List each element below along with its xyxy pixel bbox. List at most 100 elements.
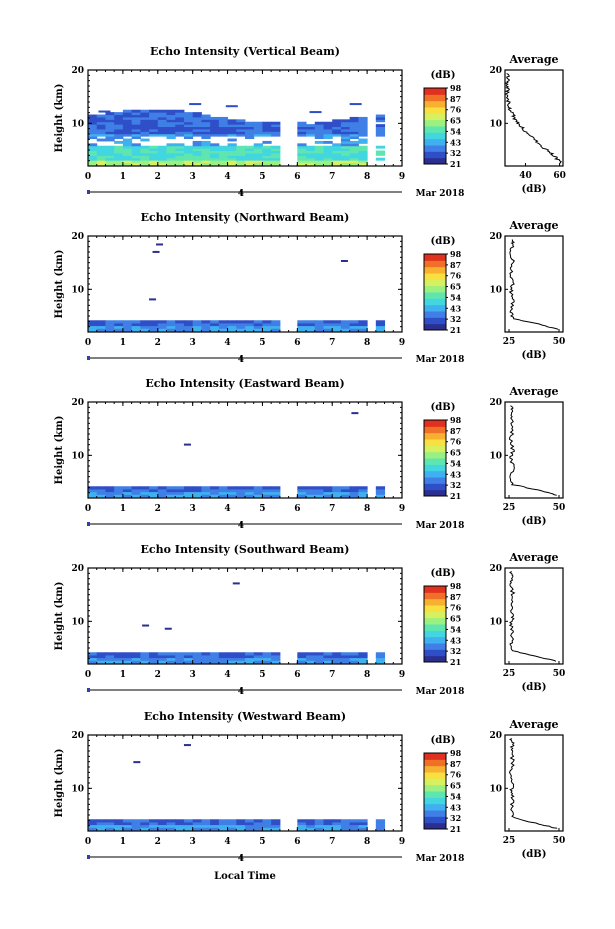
echo-cell (210, 652, 220, 656)
x-tick-label: 2 (155, 837, 161, 847)
echo-cell (323, 136, 333, 140)
colorbar-swatch (424, 148, 446, 152)
echo-cell (262, 819, 272, 823)
echo-cell (166, 150, 176, 154)
x-tick-label: 0 (85, 837, 91, 847)
colorbar-swatch (424, 794, 446, 798)
colorbar-swatch (424, 608, 446, 612)
echo-cell (297, 824, 307, 828)
date-axis-marker (87, 688, 90, 692)
echo-cell (245, 320, 255, 324)
echo-cell (271, 155, 281, 159)
echo-cell (306, 488, 316, 493)
echo-cell (96, 827, 106, 831)
echo-cell (157, 827, 167, 831)
echo-cell (183, 133, 194, 137)
echo-cell (175, 660, 185, 664)
echo-cell (332, 128, 342, 132)
echo-cell (253, 328, 263, 332)
echo-cell (157, 494, 167, 498)
echo-cell (175, 150, 185, 154)
echo-cell (323, 494, 333, 498)
echo-cell (262, 827, 272, 831)
echo-cell (218, 162, 229, 166)
echo-cell (358, 116, 368, 120)
echo-cell (271, 121, 281, 125)
echo-cell (349, 162, 359, 166)
echo-cell (210, 124, 220, 128)
echo-cell (96, 133, 106, 137)
echo-cell (183, 824, 194, 828)
echo-cell (227, 821, 237, 826)
colorbar-swatch (424, 477, 446, 481)
average-x-tick-label: 50 (553, 669, 566, 679)
x-tick-label: 7 (329, 670, 335, 680)
echo-cell (262, 824, 272, 828)
echo-cell (375, 328, 386, 332)
colorbar-swatch (424, 103, 446, 108)
echo-cell (149, 116, 159, 120)
echo-cell (262, 145, 272, 149)
echo-cell (236, 488, 246, 493)
colorbar-title: (dB) (431, 70, 456, 81)
echo-cell (96, 155, 106, 159)
echo-cell (340, 824, 351, 828)
echo-cell (245, 148, 255, 152)
echo-cell (122, 119, 133, 123)
average-frame (504, 401, 564, 499)
echo-cell (192, 827, 202, 831)
echo-cell (183, 155, 194, 159)
echo-cell (131, 128, 141, 132)
echo-cell (306, 128, 316, 132)
echo-cell (236, 121, 246, 125)
echo-cell (105, 486, 115, 490)
x-tick-label: 2 (155, 172, 161, 182)
echo-cell (271, 320, 281, 324)
colorbar-swatch (424, 605, 446, 609)
echo-cell (271, 145, 281, 149)
colorbar-swatch (424, 655, 446, 660)
echo-cell (140, 150, 150, 154)
echo-cell (297, 488, 307, 493)
y-tick-label: 20 (71, 66, 84, 76)
echo-cell (149, 124, 159, 128)
echo-cell (375, 325, 386, 329)
colorbar-tick-label: 87 (450, 94, 461, 104)
colorbar-tick-label: 21 (450, 159, 461, 169)
echo-cell (192, 491, 202, 495)
echo-cell (105, 116, 115, 120)
average-x-tick-label: 25 (503, 503, 516, 513)
echo-cell (218, 133, 229, 137)
echo-cell (306, 320, 316, 324)
colorbar-swatch (424, 254, 446, 258)
echo-cell (262, 131, 272, 135)
date-axis-marker (87, 190, 90, 194)
echo-cell (340, 155, 351, 159)
echo-cell (105, 145, 115, 149)
echo-cell (227, 155, 237, 159)
echo-cell (105, 320, 115, 324)
echo-cell (166, 654, 176, 659)
colorbar-swatch (424, 589, 446, 593)
echo-cell (227, 119, 237, 123)
x-tick-label: 0 (85, 338, 91, 348)
echo-cell (323, 491, 333, 495)
panel-1: Echo Intensity (Vertical Beam) 0 1 2 3 4 5 6 7 8 9… (54, 45, 566, 199)
echo-cell (157, 119, 167, 123)
echo-cell (218, 160, 229, 164)
echo-cell (140, 491, 150, 495)
echo-cell (351, 412, 359, 415)
echo-cell (122, 128, 133, 132)
colorbar-swatch (424, 301, 446, 306)
echo-cell (210, 160, 220, 164)
echo-cell (236, 824, 246, 828)
x-tick-label: 3 (190, 837, 196, 847)
echo-cell (114, 145, 124, 149)
echo-cell (210, 143, 220, 147)
echo-cell (358, 486, 368, 490)
echo-cell (375, 827, 386, 831)
echo-cell (140, 320, 150, 324)
echo-cell (192, 133, 202, 137)
echo-cell (96, 486, 106, 490)
colorbar-swatch (424, 630, 446, 634)
